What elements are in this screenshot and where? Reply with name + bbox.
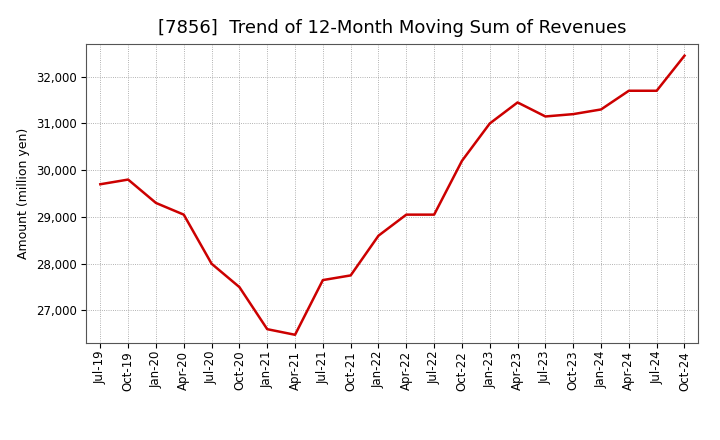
Title: [7856]  Trend of 12-Month Moving Sum of Revenues: [7856] Trend of 12-Month Moving Sum of R… bbox=[158, 19, 626, 37]
Y-axis label: Amount (million yen): Amount (million yen) bbox=[17, 128, 30, 259]
